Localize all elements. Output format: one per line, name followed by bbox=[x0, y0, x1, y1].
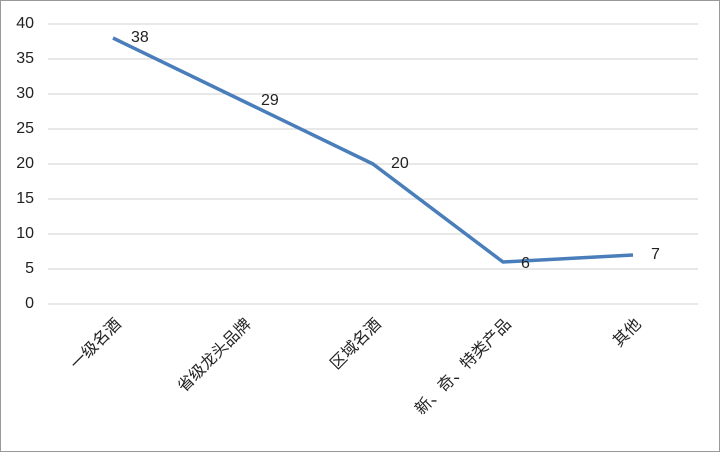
y-tick-label: 25 bbox=[16, 120, 34, 137]
data-label: 6 bbox=[521, 255, 530, 272]
y-tick-label: 5 bbox=[25, 260, 34, 277]
y-tick-label: 0 bbox=[25, 295, 34, 312]
y-tick-label: 35 bbox=[16, 50, 34, 67]
y-tick-label: 10 bbox=[16, 225, 34, 242]
data-label: 38 bbox=[131, 29, 149, 46]
y-tick-label: 30 bbox=[16, 85, 34, 102]
data-line bbox=[112, 36, 634, 264]
y-tick-label: 40 bbox=[16, 15, 34, 32]
data-label: 20 bbox=[391, 155, 409, 172]
data-label: 7 bbox=[651, 246, 660, 263]
y-tick-label: 15 bbox=[16, 190, 34, 207]
y-tick-label: 20 bbox=[16, 155, 34, 172]
data-label: 29 bbox=[261, 92, 279, 109]
